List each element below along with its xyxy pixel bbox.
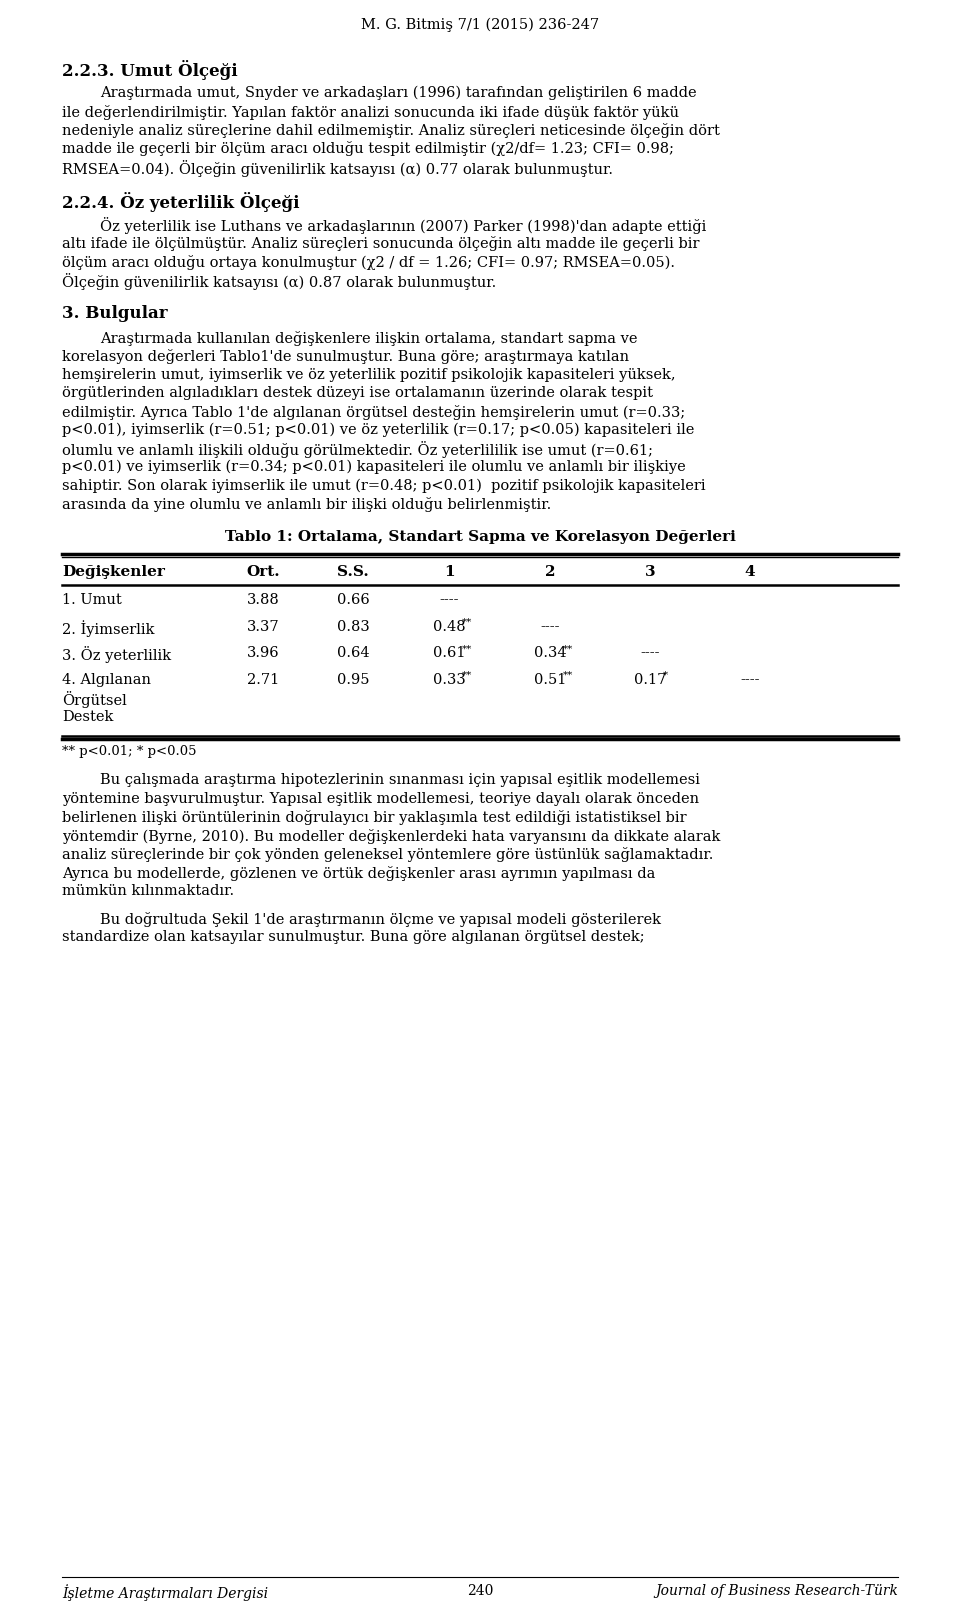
Text: 0.61: 0.61 [433,646,466,660]
Text: Bu doğrultuda Şekil 1'de araştırmanın ölçme ve yapısal modeli gösterilerek: Bu doğrultuda Şekil 1'de araştırmanın öl… [100,911,661,926]
Text: 3. Öz yeterlilik: 3. Öz yeterlilik [62,646,171,664]
Text: 4. Algılanan: 4. Algılanan [62,673,151,686]
Text: sahiptir. Son olarak iyimserlik ile umut (r=0.48; p<0.01)  pozitif psikolojik ka: sahiptir. Son olarak iyimserlik ile umut… [62,479,706,493]
Text: 2.2.3. Umut Ölçeği: 2.2.3. Umut Ölçeği [62,59,238,80]
Text: **: ** [462,670,472,680]
Text: 3. Bulgular: 3. Bulgular [62,304,168,321]
Text: 3: 3 [645,566,656,579]
Text: Journal of Business Research-Türk: Journal of Business Research-Türk [655,1583,898,1597]
Text: Araştırmada umut, Snyder ve arkadaşları (1996) tarafından geliştirilen 6 madde: Araştırmada umut, Snyder ve arkadaşları … [100,85,697,100]
Text: 3.37: 3.37 [247,620,279,633]
Text: standardize olan katsayılar sunulmuştur. Buna göre algılanan örgütsel destek;: standardize olan katsayılar sunulmuştur.… [62,930,644,943]
Text: 0.66: 0.66 [337,593,370,607]
Text: S.S.: S.S. [337,566,369,579]
Text: 0.95: 0.95 [337,673,370,686]
Text: **: ** [462,617,472,627]
Text: ----: ---- [740,673,759,686]
Text: Değişkenler: Değişkenler [62,566,165,579]
Text: korelasyon değerleri Tablo1'de sunulmuştur. Buna göre; araştırmaya katılan: korelasyon değerleri Tablo1'de sunulmuşt… [62,349,629,363]
Text: edilmiştir. Ayrıca Tablo 1'de algılanan örgütsel desteğin hemşirelerin umut (r=0: edilmiştir. Ayrıca Tablo 1'de algılanan … [62,405,685,419]
Text: altı ifade ile ölçülmüştür. Analiz süreçleri sonucunda ölçeğin altı madde ile ge: altı ifade ile ölçülmüştür. Analiz süreç… [62,236,700,251]
Text: Araştırmada kullanılan değişkenlere ilişkin ortalama, standart sapma ve: Araştırmada kullanılan değişkenlere iliş… [100,331,637,346]
Text: 0.48: 0.48 [433,620,466,633]
Text: 2.2.4. Öz yeterlilik Ölçeği: 2.2.4. Öz yeterlilik Ölçeği [62,191,300,212]
Text: madde ile geçerli bir ölçüm aracı olduğu tespit edilmiştir (χ2/df= 1.23; CFI= 0.: madde ile geçerli bir ölçüm aracı olduğu… [62,141,674,156]
Text: arasında da yine olumlu ve anlamlı bir ilişki olduğu belirlenmiştir.: arasında da yine olumlu ve anlamlı bir i… [62,497,551,511]
Text: Öz yeterlilik ise Luthans ve arkadaşlarının (2007) Parker (1998)'dan adapte etti: Öz yeterlilik ise Luthans ve arkadaşları… [100,217,707,235]
Text: 0.83: 0.83 [337,620,370,633]
Text: 2: 2 [544,566,555,579]
Text: mümkün kılınmaktadır.: mümkün kılınmaktadır. [62,884,234,898]
Text: belirlenen ilişki örüntülerinin doğrulayıcı bir yaklaşımla test edildiği istatis: belirlenen ilişki örüntülerinin doğrulay… [62,810,686,824]
Text: **: ** [563,644,573,652]
Text: yöntemine başvurulmuştur. Yapısal eşitlik modellemesi, teoriye dayalı olarak önc: yöntemine başvurulmuştur. Yapısal eşitli… [62,792,699,805]
Text: ----: ---- [440,593,459,607]
Text: 2. İyimserlik: 2. İyimserlik [62,620,155,636]
Text: Bu çalışmada araştırma hipotezlerinin sınanması için yapısal eşitlik modellemesi: Bu çalışmada araştırma hipotezlerinin sı… [100,773,700,787]
Text: 1. Umut: 1. Umut [62,593,122,607]
Text: Ort.: Ort. [246,566,279,579]
Text: p<0.01) ve iyimserlik (r=0.34; p<0.01) kapasiteleri ile olumlu ve anlamlı bir il: p<0.01) ve iyimserlik (r=0.34; p<0.01) k… [62,460,685,474]
Text: **: ** [563,670,573,680]
Text: örgütlerinden algıladıkları destek düzeyi ise ortalamanın üzerinde olarak tespit: örgütlerinden algıladıkları destek düzey… [62,386,653,400]
Text: 0.33: 0.33 [433,673,466,686]
Text: İşletme Araştırmaları Dergisi: İşletme Araştırmaları Dergisi [62,1583,268,1601]
Text: RMSEA=0.04). Ölçeğin güvenilirlik katsayısı (α) 0.77 olarak bulunmuştur.: RMSEA=0.04). Ölçeğin güvenilirlik katsay… [62,161,613,177]
Text: Destek: Destek [62,710,113,723]
Text: **: ** [462,644,472,652]
Text: analiz süreçlerinde bir çok yönden geleneksel yöntemlere göre üstünlük sağlamakt: analiz süreçlerinde bir çok yönden gelen… [62,847,713,861]
Text: yöntemdir (Byrne, 2010). Bu modeller değişkenlerdeki hata varyansını da dikkate : yöntemdir (Byrne, 2010). Bu modeller değ… [62,829,720,844]
Text: 0.51: 0.51 [534,673,566,686]
Text: 3.96: 3.96 [247,646,279,660]
Text: ile değerlendirilmiştir. Yapılan faktör analizi sonucunda iki ifade düşük faktör: ile değerlendirilmiştir. Yapılan faktör … [62,104,679,119]
Text: ölçüm aracı olduğu ortaya konulmuştur (χ2 / df = 1.26; CFI= 0.97; RMSEA=0.05).: ölçüm aracı olduğu ortaya konulmuştur (χ… [62,254,675,270]
Text: *: * [662,670,668,680]
Text: nedeniyle analiz süreçlerine dahil edilmemiştir. Analiz süreçleri neticesinde öl: nedeniyle analiz süreçlerine dahil edilm… [62,122,720,138]
Text: hemşirelerin umut, iyimserlik ve öz yeterlilik pozitif psikolojik kapasiteleri y: hemşirelerin umut, iyimserlik ve öz yete… [62,368,676,381]
Text: Tablo 1: Ortalama, Standart Sapma ve Korelasyon Değerleri: Tablo 1: Ortalama, Standart Sapma ve Kor… [225,530,735,545]
Text: p<0.01), iyimserlik (r=0.51; p<0.01) ve öz yeterlilik (r=0.17; p<0.05) kapasitel: p<0.01), iyimserlik (r=0.51; p<0.01) ve … [62,423,694,437]
Text: 0.34: 0.34 [534,646,566,660]
Text: 2.71: 2.71 [247,673,279,686]
Text: olumlu ve anlamlı ilişkili olduğu görülmektedir. Öz yeterlililik ise umut (r=0.6: olumlu ve anlamlı ilişkili olduğu görülm… [62,442,653,458]
Text: 0.17: 0.17 [634,673,666,686]
Text: M. G. Bitmiş 7/1 (2015) 236-247: M. G. Bitmiş 7/1 (2015) 236-247 [361,18,599,32]
Text: ----: ---- [540,620,560,633]
Text: 1: 1 [444,566,454,579]
Text: 0.64: 0.64 [337,646,370,660]
Text: Ayrıca bu modellerde, gözlenen ve örtük değişkenler arası ayrımın yapılması da: Ayrıca bu modellerde, gözlenen ve örtük … [62,866,656,881]
Text: Örgütsel: Örgütsel [62,691,127,709]
Text: ----: ---- [640,646,660,660]
Text: ** p<0.01; * p<0.05: ** p<0.01; * p<0.05 [62,746,197,759]
Text: 3.88: 3.88 [247,593,279,607]
Text: 240: 240 [467,1583,493,1597]
Text: 4: 4 [745,566,756,579]
Text: Ölçeğin güvenilirlik katsayısı (α) 0.87 olarak bulunmuştur.: Ölçeğin güvenilirlik katsayısı (α) 0.87 … [62,273,496,289]
